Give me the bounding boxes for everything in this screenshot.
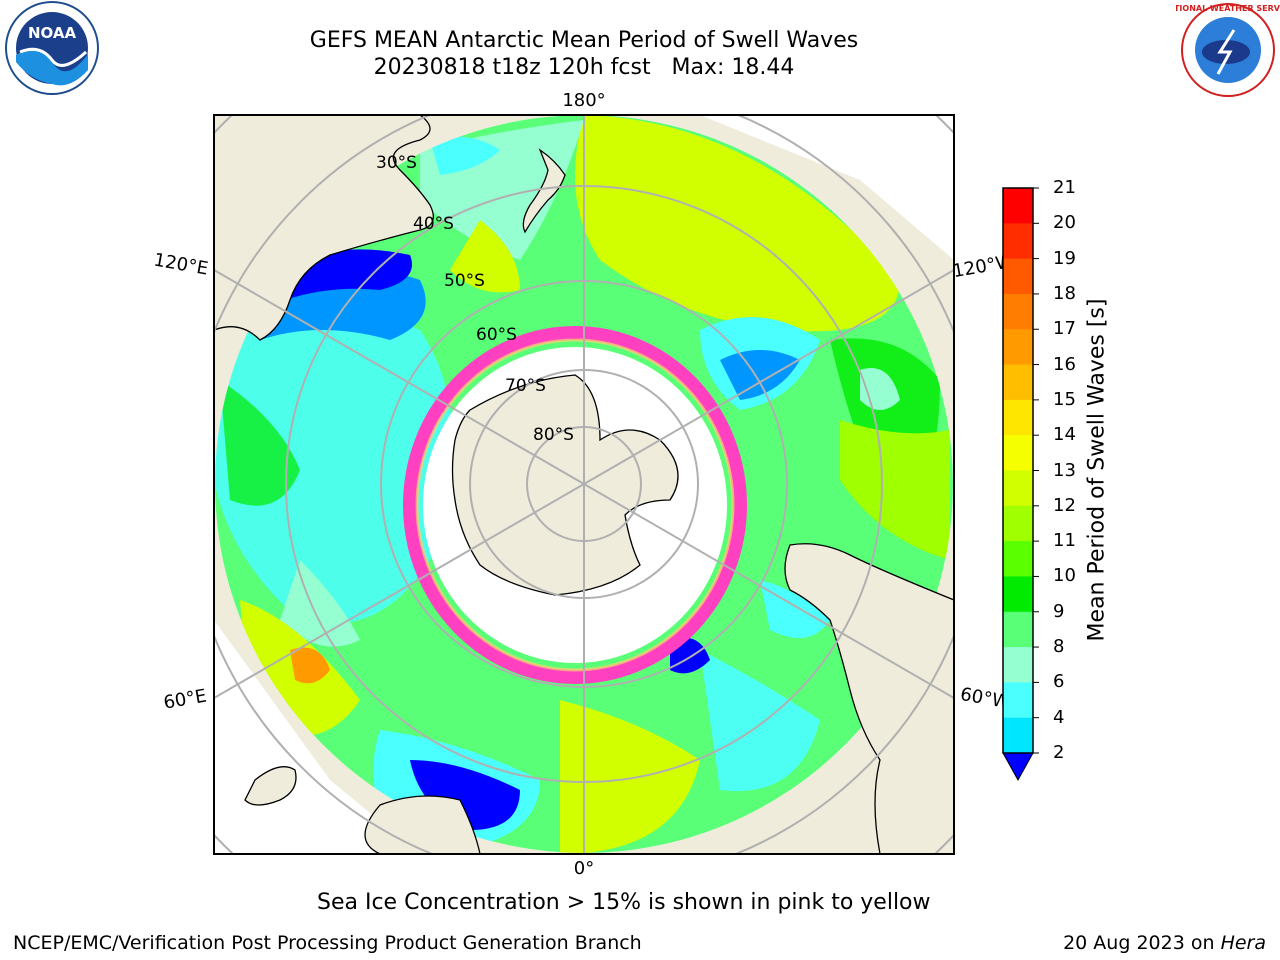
footer-right: 20 Aug 2023 on Hera — [1063, 932, 1266, 954]
colorbar-tick-label: 10 — [1053, 565, 1076, 587]
graticule — [214, 115, 954, 854]
south-america-land — [784, 543, 954, 854]
footer-left: NCEP/EMC/Verification Post Processing Pr… — [13, 932, 642, 954]
colorbar-tick-label: 6 — [1053, 671, 1065, 693]
lat-label-70s: 70°S — [505, 376, 546, 396]
colorbar-tick-label: 9 — [1053, 600, 1065, 622]
lon-label-180: 180° — [562, 90, 605, 111]
colorbar-block — [1003, 541, 1033, 577]
lat-label-40s: 40°S — [413, 214, 454, 234]
lat-label-60s: 60°S — [476, 325, 517, 345]
colorbar-tick-label: 12 — [1053, 494, 1076, 516]
antarctica-land — [451, 374, 679, 596]
colorbar-block — [1003, 682, 1033, 719]
map-frame — [213, 114, 955, 855]
colorbar-block — [1003, 293, 1033, 330]
sea-ice-edge — [403, 326, 747, 684]
colorbar-tick-label: 16 — [1053, 353, 1076, 375]
lon-label-0: 0° — [574, 858, 594, 879]
nws-logo-text: NATIONAL WEATHER SERVICE — [1176, 4, 1280, 13]
map-title-line1: GEFS MEAN Antarctic Mean Period of Swell… — [309, 28, 859, 53]
colorbar-block — [1003, 223, 1033, 260]
colorbar-block — [1003, 364, 1033, 401]
australia-land — [214, 115, 434, 341]
colorbar-block — [1003, 647, 1033, 683]
map-title-line2: 20230818 t18z 120h fcst Max: 18.44 — [373, 55, 795, 80]
madagascar-land — [244, 766, 297, 806]
colorbar-tick-label: 2 — [1053, 742, 1065, 763]
colorbar-block — [1003, 611, 1033, 648]
colorbar-tick-label: 4 — [1053, 706, 1065, 728]
colorbar-tick-label: 20 — [1053, 212, 1076, 234]
colorbar-tick-label: 19 — [1053, 247, 1076, 269]
colorbar-block — [1003, 576, 1033, 613]
colorbar-tick-label: 13 — [1053, 459, 1076, 481]
colorbar-block — [1003, 399, 1033, 436]
africa-land — [364, 795, 481, 854]
sea-ice-note: Sea Ice Concentration > 15% is shown in … — [317, 890, 931, 915]
colorbar-extend-arrow — [1002, 752, 1034, 782]
colorbar-tick-label: 18 — [1053, 282, 1076, 304]
nws-logo: NATIONAL WEATHER SERVICE — [1162, 0, 1280, 100]
footer-machine: Hera — [1220, 932, 1266, 954]
colorbar-label: Mean Period of Swell Waves [s] — [1084, 298, 1110, 642]
colorbar-tick-label: 21 — [1053, 177, 1076, 198]
colorbar-block — [1003, 435, 1033, 471]
noaa-logo: NOAA — [0, 0, 104, 96]
colorbar-block — [1003, 717, 1033, 754]
colorbar-tick-label: 8 — [1053, 636, 1065, 658]
colorbar-block — [1003, 258, 1033, 295]
lat-label-30s: 30°S — [376, 153, 417, 173]
lat-label-80s: 80°S — [533, 425, 574, 445]
footer-date: 20 Aug 2023 on — [1063, 932, 1215, 954]
noaa-logo-text: NOAA — [28, 24, 77, 42]
colorbar-tick-label: 11 — [1053, 530, 1076, 552]
lat-label-50s: 50°S — [444, 271, 485, 291]
new-zealand-land — [522, 148, 566, 234]
colorbar-tick-label: 14 — [1053, 424, 1076, 446]
colorbar-tick-label: 17 — [1053, 318, 1076, 340]
colorbar-block — [1003, 188, 1033, 224]
colorbar-block — [1003, 505, 1033, 542]
colorbar-block — [1003, 329, 1033, 366]
colorbar-block — [1003, 470, 1033, 507]
colorbar-tick-label: 15 — [1053, 388, 1076, 410]
